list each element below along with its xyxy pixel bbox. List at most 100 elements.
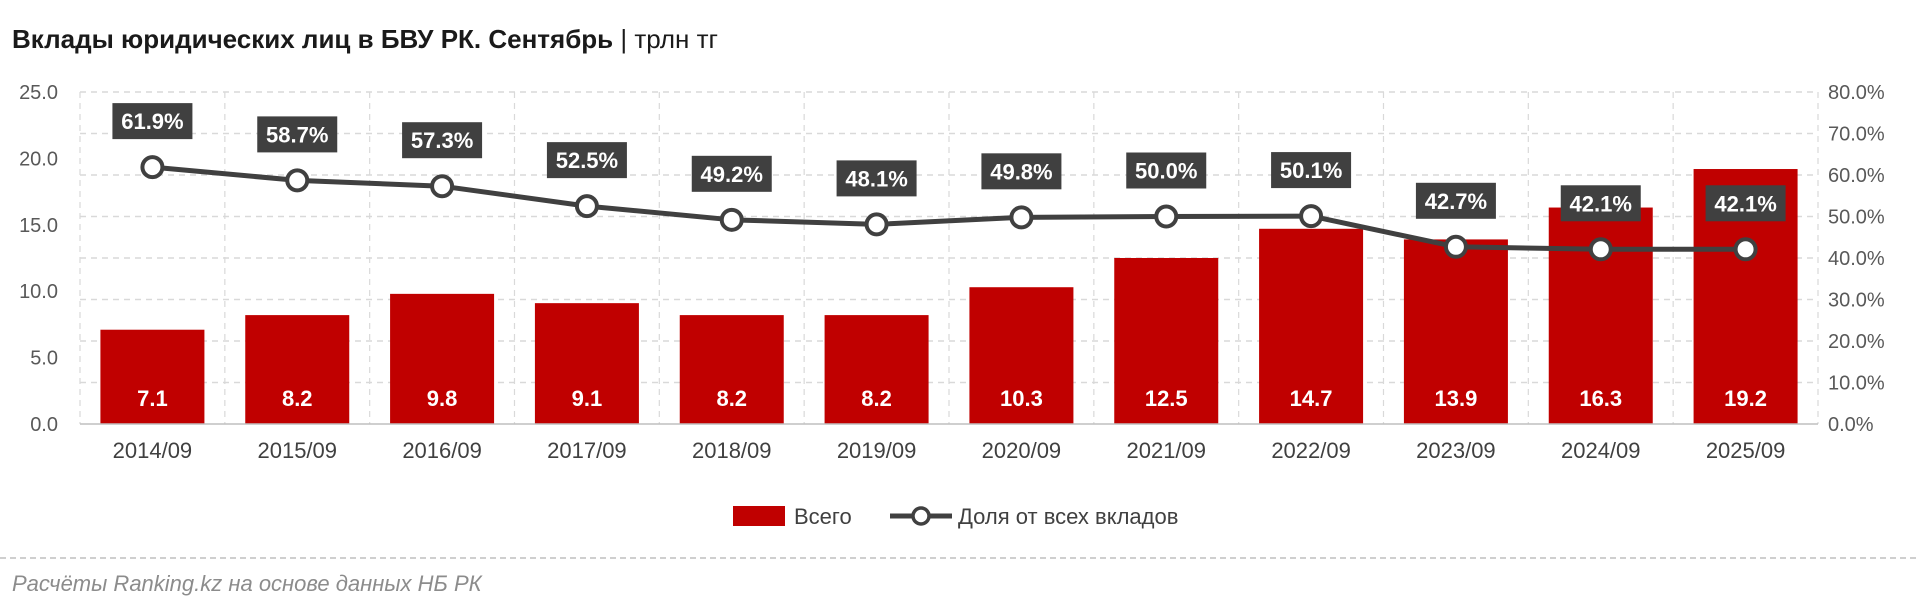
x-axis: 2014/09 2015/09 2016/09 2017/09 2018/09 2019/… <box>113 438 1786 463</box>
line-point <box>719 207 744 232</box>
y-left-tick-label: 10.0 <box>19 281 58 303</box>
bar-value-label: 9.1 <box>572 386 603 411</box>
line-value-label: 50.0% <box>1135 159 1197 184</box>
line-label-box <box>1415 182 1496 219</box>
line-label-box <box>1560 185 1641 222</box>
y-right-tick-label: 50.0% <box>1828 207 1885 229</box>
bar-value-label: 16.3 <box>1579 386 1622 411</box>
bar <box>390 293 495 424</box>
line-point <box>574 194 599 219</box>
x-tick-label: 2019/09 <box>837 438 917 463</box>
y-left-tick-label: 25.0 <box>19 82 58 104</box>
bar <box>969 287 1074 424</box>
legend-swatch-bar <box>733 506 785 526</box>
x-tick-label: 2018/09 <box>692 438 772 463</box>
x-tick-label: 2017/09 <box>547 438 627 463</box>
bar-value-label: 12.5 <box>1145 386 1188 411</box>
bar <box>824 315 929 424</box>
bar <box>245 315 350 424</box>
line-point <box>1733 237 1758 262</box>
y-right-tick-label: 30.0% <box>1828 290 1885 312</box>
line-label-box <box>1705 185 1786 222</box>
line-point <box>1299 204 1324 229</box>
y-right-tick-label: 70.0% <box>1828 124 1885 146</box>
line-label-box <box>257 116 338 153</box>
line-path <box>152 164 1746 252</box>
bar-value-label: 8.2 <box>282 386 313 411</box>
bar-value-label: 14.7 <box>1290 386 1333 411</box>
line-label-box <box>546 142 627 179</box>
line-series: 61.9% 58.7% 57.3% 52.5% 49.2% 48.1% 49.8% 50.0%… <box>112 103 1786 262</box>
x-tick-label: 2020/09 <box>982 438 1062 463</box>
line-point <box>1154 204 1179 229</box>
y-left-tick-label: 15.0 <box>19 215 58 237</box>
legend: Всего Доля от всех вкладов <box>733 504 1178 529</box>
line-point <box>285 168 310 193</box>
line-label-box <box>402 122 483 159</box>
bar-value-label: 9.8 <box>427 386 458 411</box>
x-tick-label: 2022/09 <box>1271 438 1351 463</box>
y-left-tick-label: 20.0 <box>19 148 58 170</box>
bar-value-label: 10.3 <box>1000 386 1043 411</box>
bar <box>1403 239 1508 424</box>
line-value-label: 58.7% <box>266 122 328 147</box>
y-right-tick-label: 80.0% <box>1828 82 1885 104</box>
bar-value-label: 7.1 <box>137 386 168 411</box>
line-value-label: 57.3% <box>411 128 473 153</box>
line-value-label: 61.9% <box>121 109 183 134</box>
bar <box>100 329 205 424</box>
source-note: Расчёты Ranking.kz на основе данных НБ Р… <box>12 571 483 596</box>
y-left-tick-label: 0.0 <box>30 414 58 436</box>
x-tick-label: 2014/09 <box>113 438 193 463</box>
y-axis-right: 0.0% 10.0% 20.0% 30.0% 40.0% 50.0% 60.0% 70.0% 8… <box>1828 82 1885 436</box>
gridlines <box>79 91 1819 424</box>
legend-marker-icon <box>911 506 931 526</box>
bar <box>679 315 784 424</box>
line-point <box>1009 205 1034 230</box>
line-value-label: 49.8% <box>990 159 1052 184</box>
line-label-box <box>112 103 193 140</box>
legend-label-bar: Всего <box>794 504 852 529</box>
y-left-tick-label: 5.0 <box>30 348 58 370</box>
line-label-box <box>1126 152 1207 189</box>
line-value-label: 42.7% <box>1425 189 1487 214</box>
line-value-label: 42.1% <box>1570 191 1632 216</box>
bar <box>1259 228 1364 424</box>
line-label-box <box>1271 152 1352 189</box>
bar-value-label: 8.2 <box>861 386 892 411</box>
line-value-label: 42.1% <box>1714 191 1776 216</box>
line-point <box>430 174 455 199</box>
y-right-tick-label: 10.0% <box>1828 373 1885 395</box>
x-tick-label: 2021/09 <box>1126 438 1206 463</box>
line-label-box <box>691 155 772 192</box>
y-right-tick-label: 60.0% <box>1828 165 1885 187</box>
line-point <box>1443 234 1468 259</box>
bar <box>534 303 639 424</box>
x-tick-label: 2015/09 <box>257 438 337 463</box>
line-point <box>140 155 165 180</box>
bar-value-label: 13.9 <box>1435 386 1478 411</box>
line-label-box <box>981 153 1062 190</box>
y-axis-left: 0.0 5.0 10.0 15.0 20.0 25.0 <box>19 82 58 436</box>
y-right-tick-label: 40.0% <box>1828 248 1885 270</box>
legend-label-line: Доля от всех вкладов <box>958 504 1178 529</box>
x-tick-label: 2025/09 <box>1706 438 1786 463</box>
y-right-tick-label: 20.0% <box>1828 331 1885 353</box>
line-value-label: 50.1% <box>1280 158 1342 183</box>
y-right-tick-label: 0.0% <box>1828 414 1874 436</box>
bar-value-label: 8.2 <box>716 386 747 411</box>
chart-title: Вклады юридических лиц в БВУ РК. Сентябр… <box>12 24 718 54</box>
line-value-label: 48.1% <box>845 166 907 191</box>
line-label-box <box>836 160 917 197</box>
x-tick-label: 2023/09 <box>1416 438 1496 463</box>
line-point <box>1588 237 1613 262</box>
line-value-label: 49.2% <box>701 162 763 187</box>
x-tick-label: 2024/09 <box>1561 438 1641 463</box>
x-tick-label: 2016/09 <box>402 438 482 463</box>
line-value-label: 52.5% <box>556 148 618 173</box>
line-point <box>864 212 889 237</box>
bar-series: 7.1 8.2 9.8 9.1 8.2 8.2 10.3 12.5 14.7 13.9 16.3 19… <box>100 169 1798 424</box>
bar-value-label: 19.2 <box>1724 386 1767 411</box>
bar <box>1114 258 1219 424</box>
